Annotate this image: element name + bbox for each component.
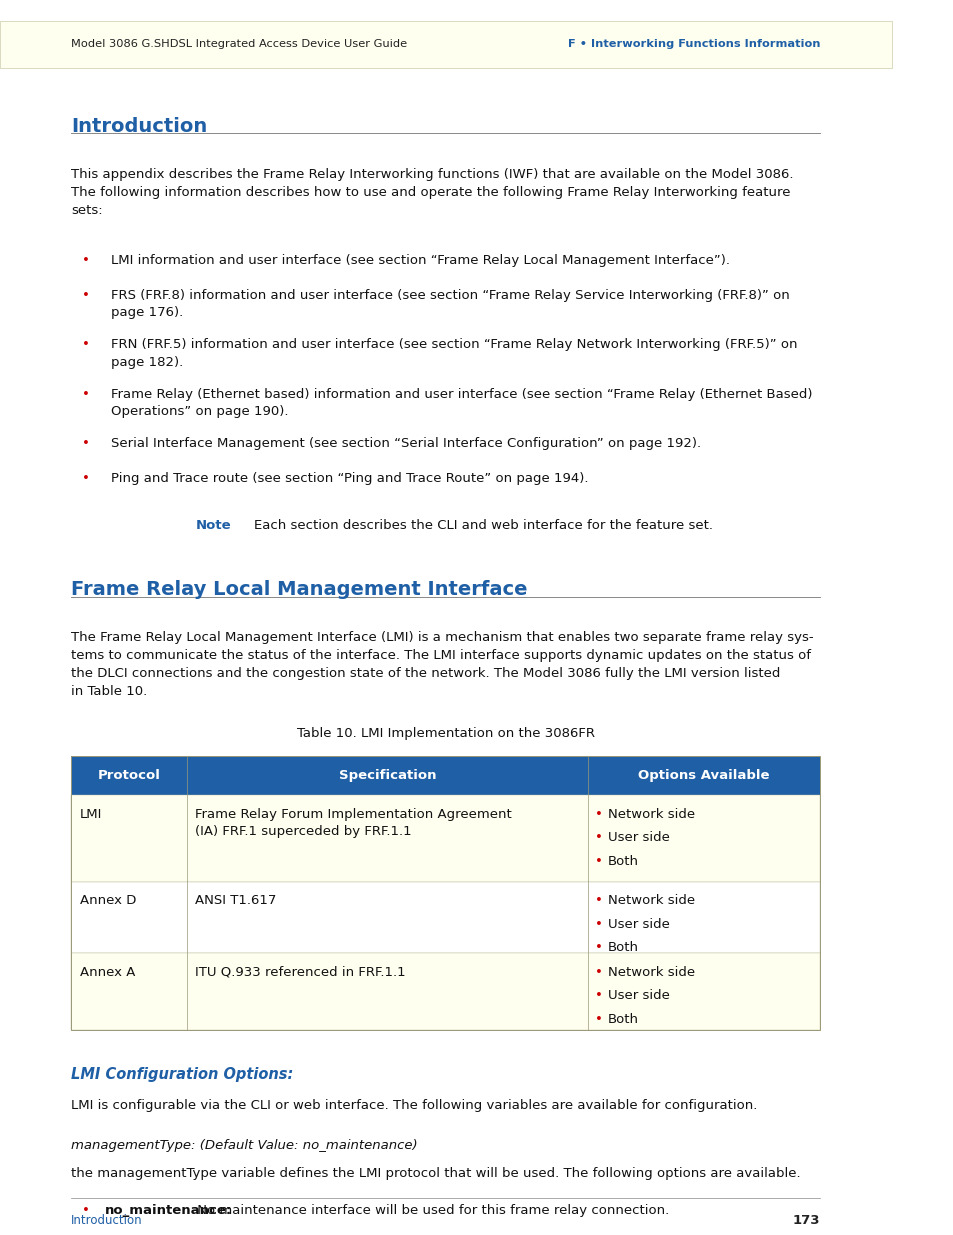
Text: •: • <box>82 437 90 451</box>
Text: Introduction: Introduction <box>71 117 208 136</box>
Text: Protocol: Protocol <box>98 769 161 782</box>
Text: •: • <box>595 918 602 931</box>
Text: Ping and Trace route (see section “Ping and Trace Route” on page 194).: Ping and Trace route (see section “Ping … <box>112 472 588 485</box>
FancyBboxPatch shape <box>0 21 891 68</box>
Text: LMI is configurable via the CLI or web interface. The following variables are av: LMI is configurable via the CLI or web i… <box>71 1099 757 1113</box>
Text: LMI Configuration Options:: LMI Configuration Options: <box>71 1067 294 1082</box>
Text: Annex A: Annex A <box>80 966 135 979</box>
Text: Annex D: Annex D <box>80 894 136 908</box>
Text: the managementType variable defines the LMI protocol that will be used. The foll: the managementType variable defines the … <box>71 1167 801 1181</box>
Text: •: • <box>595 941 602 955</box>
Text: Frame Relay Forum Implementation Agreement
(IA) FRF.1 superceded by FRF.1.1: Frame Relay Forum Implementation Agreeme… <box>194 808 511 837</box>
Text: ITU Q.933 referenced in FRF.1.1: ITU Q.933 referenced in FRF.1.1 <box>194 966 405 979</box>
FancyBboxPatch shape <box>71 756 820 795</box>
Text: •: • <box>82 254 90 268</box>
Text: Options Available: Options Available <box>638 769 769 782</box>
Text: Network side: Network side <box>607 808 694 821</box>
FancyBboxPatch shape <box>71 882 820 953</box>
Text: LMI information and user interface (see section “Frame Relay Local Management In: LMI information and user interface (see … <box>112 254 730 268</box>
Text: 173: 173 <box>792 1214 820 1228</box>
Text: No maintenance interface will be used for this frame relay connection.: No maintenance interface will be used fo… <box>193 1204 668 1218</box>
Text: Note: Note <box>196 519 232 532</box>
Text: •: • <box>595 808 602 821</box>
Text: •: • <box>82 1204 90 1218</box>
Text: •: • <box>595 894 602 908</box>
Text: Specification: Specification <box>338 769 436 782</box>
Text: Both: Both <box>607 941 638 955</box>
Text: •: • <box>595 855 602 868</box>
Text: This appendix describes the Frame Relay Interworking functions (IWF) that are av: This appendix describes the Frame Relay … <box>71 168 793 217</box>
Text: User side: User side <box>607 989 669 1003</box>
Text: The Frame Relay Local Management Interface (LMI) is a mechanism that enables two: The Frame Relay Local Management Interfa… <box>71 631 813 698</box>
Text: •: • <box>595 966 602 979</box>
Text: LMI: LMI <box>80 808 103 821</box>
Text: •: • <box>82 338 90 352</box>
Text: ANSI T1.617: ANSI T1.617 <box>194 894 275 908</box>
Text: Both: Both <box>607 1013 638 1026</box>
Text: F • Interworking Functions Information: F • Interworking Functions Information <box>567 40 820 49</box>
Text: User side: User side <box>607 918 669 931</box>
Text: •: • <box>82 472 90 485</box>
Text: Introduction: Introduction <box>71 1214 143 1228</box>
Text: •: • <box>82 289 90 303</box>
Text: Each section describes the CLI and web interface for the feature set.: Each section describes the CLI and web i… <box>253 519 712 532</box>
Text: •: • <box>595 989 602 1003</box>
Text: Frame Relay Local Management Interface: Frame Relay Local Management Interface <box>71 580 527 599</box>
Text: User side: User side <box>607 831 669 845</box>
FancyBboxPatch shape <box>71 953 820 1030</box>
Text: Model 3086 G.SHDSL Integrated Access Device User Guide: Model 3086 G.SHDSL Integrated Access Dev… <box>71 40 407 49</box>
Text: FRS (FRF.8) information and user interface (see section “Frame Relay Service Int: FRS (FRF.8) information and user interfa… <box>112 289 789 320</box>
Text: Table 10. LMI Implementation on the 3086FR: Table 10. LMI Implementation on the 3086… <box>296 727 594 741</box>
Text: no_maintenance:: no_maintenance: <box>105 1204 233 1218</box>
Text: Both: Both <box>607 855 638 868</box>
Text: Serial Interface Management (see section “Serial Interface Configuration” on pag: Serial Interface Management (see section… <box>112 437 700 451</box>
Text: •: • <box>82 388 90 401</box>
Text: managementType: (Default Value: no_maintenance): managementType: (Default Value: no_maint… <box>71 1139 417 1152</box>
Text: •: • <box>595 831 602 845</box>
Text: Network side: Network side <box>607 894 694 908</box>
Text: Frame Relay (Ethernet based) information and user interface (see section “Frame : Frame Relay (Ethernet based) information… <box>112 388 812 419</box>
Text: Network side: Network side <box>607 966 694 979</box>
Text: FRN (FRF.5) information and user interface (see section “Frame Relay Network Int: FRN (FRF.5) information and user interfa… <box>112 338 797 369</box>
Text: •: • <box>595 1013 602 1026</box>
FancyBboxPatch shape <box>71 795 820 882</box>
